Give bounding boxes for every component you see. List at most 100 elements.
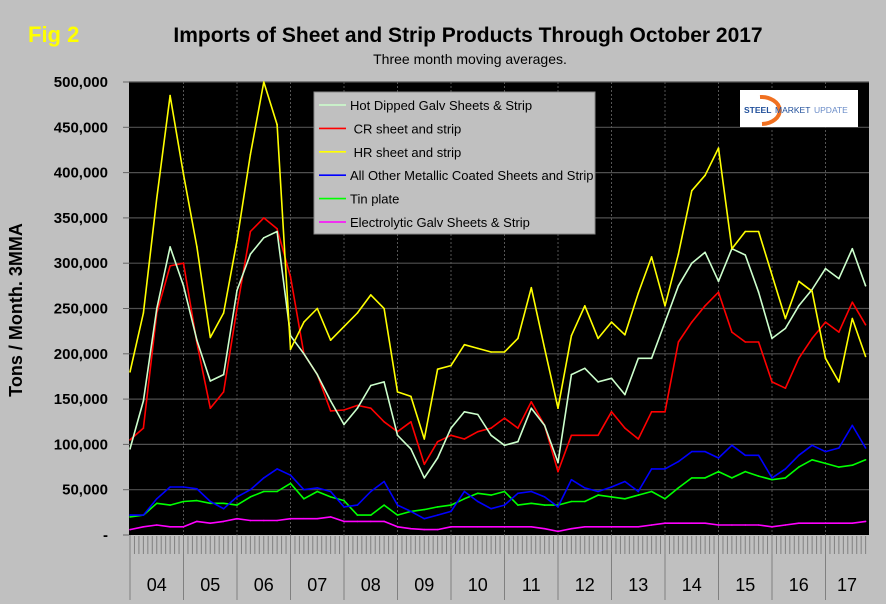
data-point bbox=[650, 256, 653, 258]
data-point bbox=[436, 514, 439, 516]
data-point bbox=[370, 384, 372, 387]
data-point bbox=[798, 522, 800, 524]
data-point bbox=[182, 173, 185, 176]
data-point bbox=[289, 482, 292, 485]
x-tick-label: 05 bbox=[200, 575, 220, 595]
data-point bbox=[597, 490, 599, 493]
data-point bbox=[343, 499, 345, 502]
data-point bbox=[169, 265, 171, 267]
data-point bbox=[624, 498, 626, 500]
data-point bbox=[196, 339, 198, 342]
data-point bbox=[436, 506, 439, 508]
data-point bbox=[129, 514, 131, 516]
data-point bbox=[356, 514, 359, 516]
data-point bbox=[490, 494, 492, 496]
y-axis-title: Tons / Month. 3MMA bbox=[6, 223, 26, 397]
data-point bbox=[811, 290, 813, 293]
data-point bbox=[490, 427, 492, 429]
data-point bbox=[864, 447, 867, 449]
x-tick-label: 10 bbox=[468, 575, 488, 595]
series-lines bbox=[129, 81, 867, 533]
data-point bbox=[691, 450, 693, 453]
data-point bbox=[436, 528, 439, 531]
data-point bbox=[356, 520, 359, 523]
data-point bbox=[811, 337, 813, 340]
data-point bbox=[209, 380, 212, 382]
data-point bbox=[142, 312, 145, 314]
data-point bbox=[450, 526, 452, 528]
data-point bbox=[477, 347, 479, 350]
data-point bbox=[356, 312, 359, 314]
data-point bbox=[691, 321, 693, 323]
data-point bbox=[717, 470, 720, 473]
data-point bbox=[450, 510, 452, 513]
data-point bbox=[864, 285, 867, 287]
data-point bbox=[597, 494, 599, 496]
data-point bbox=[691, 189, 693, 192]
data-point bbox=[731, 477, 733, 479]
data-point bbox=[677, 487, 680, 489]
data-point bbox=[664, 522, 666, 524]
y-tick-label: 300,000 bbox=[54, 255, 108, 272]
data-point bbox=[784, 327, 787, 330]
data-point bbox=[263, 477, 265, 479]
data-point bbox=[182, 486, 185, 488]
data-point bbox=[343, 325, 345, 328]
data-point bbox=[824, 462, 827, 465]
x-tick-label: 08 bbox=[361, 575, 381, 595]
data-point bbox=[597, 381, 599, 383]
data-point bbox=[824, 450, 827, 453]
data-point bbox=[370, 514, 372, 516]
data-point bbox=[838, 381, 840, 383]
data-point bbox=[784, 477, 787, 479]
data-point bbox=[370, 294, 372, 296]
data-point bbox=[396, 504, 399, 506]
data-point bbox=[436, 440, 439, 443]
data-point bbox=[838, 447, 840, 449]
data-point bbox=[316, 487, 319, 489]
data-point bbox=[824, 321, 827, 323]
x-tick-label: 06 bbox=[254, 575, 274, 595]
data-point bbox=[677, 253, 680, 255]
legend-label: CR sheet and strip bbox=[350, 121, 461, 136]
data-point bbox=[383, 421, 385, 423]
data-point bbox=[530, 407, 533, 410]
data-point bbox=[851, 247, 854, 250]
data-point bbox=[263, 217, 265, 219]
legend-label: Hot Dipped Galv Sheets & Strip bbox=[350, 98, 532, 113]
data-point bbox=[209, 336, 212, 339]
data-point bbox=[477, 492, 479, 495]
data-point bbox=[236, 307, 238, 310]
data-point bbox=[851, 424, 854, 427]
data-point bbox=[423, 477, 426, 479]
data-point bbox=[717, 524, 720, 526]
data-point bbox=[530, 490, 533, 493]
y-tick-label: 50,000 bbox=[62, 482, 108, 499]
data-point bbox=[744, 230, 747, 233]
data-point bbox=[757, 524, 760, 526]
data-point bbox=[731, 331, 733, 333]
data-point bbox=[543, 504, 546, 506]
data-point bbox=[824, 267, 827, 270]
data-point bbox=[169, 504, 171, 506]
data-point bbox=[329, 516, 332, 518]
data-point bbox=[276, 228, 278, 230]
data-point bbox=[744, 470, 747, 473]
data-point bbox=[316, 517, 319, 520]
data-point bbox=[784, 524, 787, 526]
data-point bbox=[316, 490, 319, 493]
data-point bbox=[383, 307, 385, 310]
series-line-3 bbox=[130, 424, 867, 520]
data-point bbox=[597, 337, 599, 340]
data-point bbox=[396, 391, 399, 393]
data-point bbox=[757, 475, 760, 477]
data-point bbox=[303, 498, 305, 500]
data-point bbox=[410, 510, 412, 513]
data-point bbox=[410, 421, 412, 423]
steel-market-update-logo: STEEL MARKET UPDATE bbox=[740, 90, 858, 127]
data-point bbox=[356, 404, 359, 407]
data-point bbox=[222, 391, 225, 393]
data-point bbox=[303, 321, 305, 323]
data-point bbox=[704, 450, 706, 453]
